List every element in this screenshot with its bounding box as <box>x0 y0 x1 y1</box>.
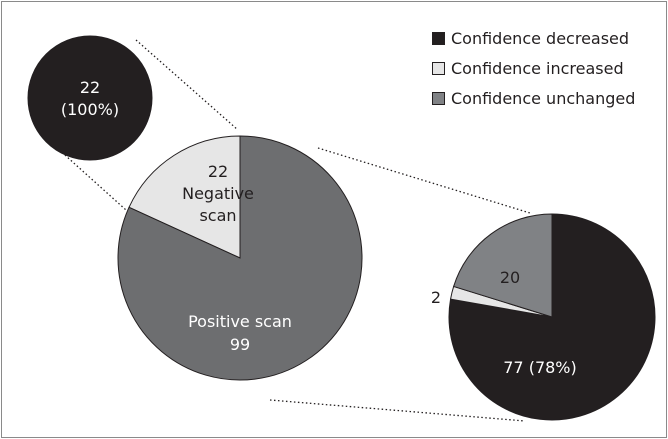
slice-category-label: Negative scan <box>182 184 254 225</box>
connector <box>135 39 239 131</box>
slice-category-label: Positive scan <box>188 312 292 331</box>
slice-value-label: 2 <box>430 288 442 307</box>
slice-value-label: 99 <box>229 335 251 354</box>
slice-value-label: 22 (100%) <box>60 78 120 119</box>
slice-value-label: 22 <box>207 162 229 181</box>
legend-label: Confidence unchanged <box>451 89 636 108</box>
pie-slice <box>448 213 656 421</box>
pie-slice <box>128 135 241 259</box>
slice-value-label: 77 (78%) <box>503 358 577 377</box>
slice-value-label: 20 <box>499 268 521 287</box>
legend-swatch <box>432 32 445 45</box>
connectors <box>55 39 531 422</box>
legend-label: Confidence decreased <box>451 29 630 48</box>
legend-swatch <box>432 62 445 75</box>
connector <box>317 147 531 214</box>
pie-slice <box>453 213 553 318</box>
connector <box>269 399 526 422</box>
legend-label: Confidence increased <box>451 59 624 78</box>
legend-swatch <box>432 92 445 105</box>
pie-slice <box>27 35 153 161</box>
pie-slice <box>117 135 363 381</box>
